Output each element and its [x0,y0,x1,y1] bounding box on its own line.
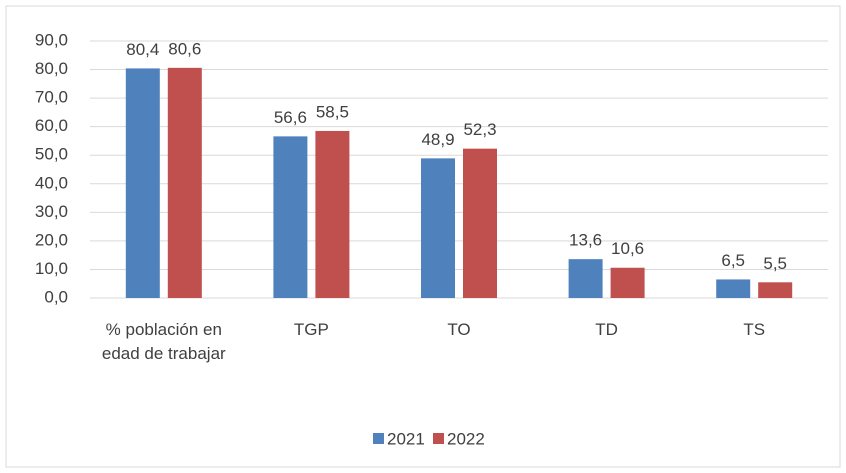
value-label: 52,3 [463,120,496,139]
bar [758,282,793,298]
y-tick-label: 30,0 [35,202,68,221]
y-tick-label: 60,0 [35,116,68,135]
x-tick-label-box: TGP [293,320,329,339]
x-tick-label: TS [743,320,766,339]
legend-label: 2022 [447,429,485,448]
x-tick-label-box: TO [447,320,471,339]
x-tick-label: TGP [293,320,329,339]
bar [716,279,751,298]
x-tick-label: TO [447,320,471,339]
value-label: 80,4 [126,40,159,59]
legend-swatch [373,433,384,444]
bar [315,130,350,298]
legend-label: 2021 [387,429,425,448]
x-tick-label: % población en edad de trabajar [101,320,226,363]
value-label: 58,5 [316,102,349,121]
bar [421,158,455,298]
value-label: 6,5 [721,251,745,270]
y-tick-label: 10,0 [35,259,68,278]
bar [610,267,645,298]
x-tick-label-box: TS [743,320,766,339]
value-label: 13,6 [569,231,602,250]
bar [167,67,202,298]
x-tick-label-box: % población en edad de trabajar [101,320,226,363]
y-tick-label: 0,0 [44,287,68,306]
value-label: 56,6 [274,108,307,127]
bar [463,148,497,298]
value-label: 5,5 [763,254,787,273]
y-tick-label: 40,0 [35,173,68,192]
y-tick-label: 70,0 [35,88,68,107]
y-tick-label: 50,0 [35,145,68,164]
x-tick-label-box: TD [595,320,618,339]
legend-swatch [433,433,444,444]
value-label: 10,6 [611,239,644,258]
bar [273,136,308,298]
bar [125,68,160,298]
y-tick-label: 20,0 [35,230,68,249]
value-label: 48,9 [421,130,454,149]
y-tick-label: 90,0 [35,30,68,49]
y-tick-label: 80,0 [35,59,68,78]
x-tick-label: TD [595,320,618,339]
bar [568,259,603,298]
value-label: 80,6 [168,39,201,58]
